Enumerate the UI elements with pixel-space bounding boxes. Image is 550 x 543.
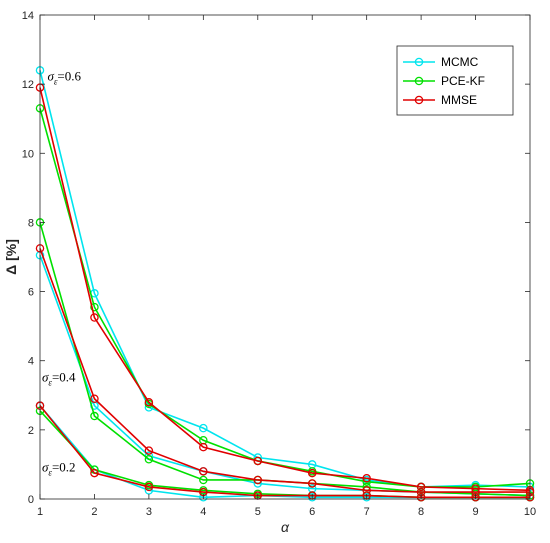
x-tick-label: 4 [200, 506, 206, 518]
y-tick-label: 14 [22, 10, 34, 22]
y-tick-label: 12 [22, 79, 34, 91]
series-line [39, 405, 530, 499]
data-point [253, 456, 263, 466]
legend-items: MCMC PCE-KF MMSE [403, 55, 485, 107]
series-line [39, 108, 531, 488]
series-layer [35, 66, 535, 502]
x-tick-label: 6 [309, 506, 315, 518]
data-point [307, 479, 317, 488]
y-tick-label: 6 [28, 287, 34, 299]
data-point [199, 442, 208, 452]
y-tick-label: 0 [28, 494, 34, 506]
plot-frame [39, 14, 531, 500]
data-point [90, 313, 99, 322]
data-point [416, 482, 426, 492]
x-tick-label: 10 [524, 506, 536, 518]
data-point [199, 467, 208, 476]
y-tick-label: 2 [28, 425, 34, 437]
legend: MCMC PCE-KF MMSE [396, 45, 514, 116]
legend-label: PCE-KF [441, 74, 485, 88]
data-point [144, 482, 154, 492]
x-tick-label: 3 [146, 506, 152, 518]
legend-item-mcmc: MCMC [403, 55, 479, 69]
sigma-annotation: σε=0.4 [42, 369, 76, 387]
x-tick-label: 9 [472, 506, 478, 518]
y-tick-label: 8 [28, 217, 34, 229]
series-line [39, 248, 530, 493]
x-tick-label: 8 [418, 506, 424, 518]
data-point [90, 468, 99, 478]
series-line [39, 70, 531, 488]
data-point [307, 468, 317, 478]
x-tick-label: 1 [37, 506, 43, 518]
data-point [199, 475, 208, 485]
data-point [199, 423, 208, 433]
data-point [471, 493, 480, 502]
y-axis-label: Δ [%] [3, 239, 19, 275]
x-tick-label: 5 [255, 506, 261, 518]
sigma-annotation: σε=0.6 [47, 69, 81, 87]
y-tick-label: 4 [28, 356, 34, 368]
data-point [416, 493, 426, 502]
y-tick-label: 10 [22, 148, 34, 160]
data-point [144, 397, 154, 407]
legend-marker [414, 57, 424, 67]
data-point [362, 474, 371, 483]
legend-label: MMSE [441, 93, 477, 107]
legend-item-mmse: MMSE [403, 93, 477, 107]
data-point [90, 411, 99, 421]
legend-label: MCMC [441, 55, 479, 69]
x-tick-label: 7 [364, 506, 370, 518]
legend-item-pce-kf: PCE-KF [403, 74, 485, 88]
x-axis-label: α [281, 519, 290, 535]
data-point [253, 475, 263, 485]
sigma-annotation: σε=0.2 [42, 459, 76, 477]
data-point [144, 454, 154, 464]
data-point [144, 446, 154, 455]
x-tick-label: 2 [91, 506, 97, 518]
data-point [90, 302, 99, 312]
legend-marker [414, 95, 424, 105]
data-point [90, 394, 99, 403]
series-line [39, 87, 531, 492]
annotation-layer: σε=0.6 σε=0.4 σε=0.2 [42, 69, 81, 478]
legend-marker [414, 76, 424, 86]
